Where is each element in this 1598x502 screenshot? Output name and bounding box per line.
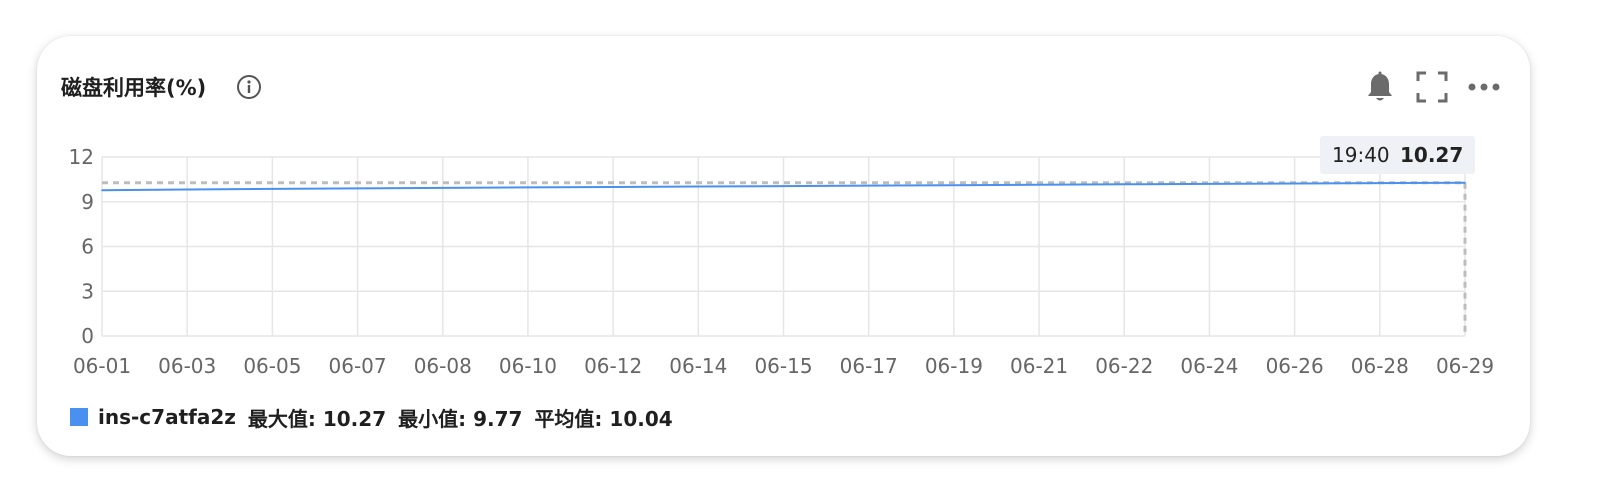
x-tick-label: 06-08 xyxy=(414,354,472,378)
series-point xyxy=(953,184,955,186)
chart-legend[interactable]: ins-c7atfa2z 最大值: 10.27 最小值: 9.77 平均值: 1… xyxy=(70,402,673,432)
x-tick-label: 06-14 xyxy=(669,354,727,378)
y-tick-label: 6 xyxy=(81,235,94,259)
info-icon[interactable] xyxy=(236,74,262,100)
tooltip-value: 10.27 xyxy=(1400,143,1464,167)
series-point xyxy=(186,188,188,191)
x-tick-label: 06-17 xyxy=(840,354,898,378)
series-point xyxy=(1464,182,1466,184)
legend-swatch xyxy=(70,408,88,426)
x-tick-label: 06-28 xyxy=(1351,354,1409,378)
chart-title: 磁盘利用率(%) xyxy=(61,76,207,100)
chart-tooltip: 19:40 10.27 xyxy=(1320,136,1476,174)
legend-series-name: ins-c7atfa2z xyxy=(98,405,236,429)
x-tick-label: 06-03 xyxy=(158,354,216,378)
legend-avg: 平均值: 10.04 xyxy=(534,406,673,431)
series-point xyxy=(441,187,444,189)
x-tick-label: 06-05 xyxy=(243,354,301,378)
x-tick-label: 06-01 xyxy=(73,354,131,378)
series-point xyxy=(1379,182,1381,184)
series-point xyxy=(612,186,614,188)
x-tick-label: 06-24 xyxy=(1180,354,1238,378)
series-point xyxy=(1293,182,1296,185)
line-chart[interactable]: 0 3 6 9 12 06-01 06-03 06-05 06-07 06-08 06-10 06-1… xyxy=(37,36,1530,456)
y-tick-label: 9 xyxy=(81,190,94,214)
metric-card: 磁盘利用率(%) 0 3 6 9 12 06-01 06-03 06-05 06-07 06-08… xyxy=(37,36,1530,456)
legend-max: 最大值: 10.27 xyxy=(247,406,387,431)
y-tick-label: 3 xyxy=(81,279,94,303)
series-point xyxy=(271,188,274,190)
series-point xyxy=(867,184,870,187)
bell-icon[interactable] xyxy=(1363,70,1397,104)
x-tick-label: 06-26 xyxy=(1266,354,1324,378)
tooltip-time: 19:40 xyxy=(1332,143,1390,167)
legend-min: 最小值: 9.77 xyxy=(398,406,523,431)
series-point xyxy=(782,185,785,187)
series-point xyxy=(1123,183,1126,186)
fullscreen-icon[interactable] xyxy=(1415,70,1449,104)
x-tick-label: 06-12 xyxy=(584,354,642,378)
y-tick-label: 12 xyxy=(69,145,94,169)
series-point xyxy=(527,186,529,189)
more-icon[interactable] xyxy=(1465,70,1503,104)
series-point xyxy=(1208,183,1211,185)
x-tick-label: 06-22 xyxy=(1095,354,1153,378)
x-tick-label: 06-15 xyxy=(754,354,812,378)
series-point xyxy=(697,185,700,188)
x-tick-label: 06-10 xyxy=(499,354,557,378)
x-tick-label: 06-21 xyxy=(1010,354,1068,378)
series-point xyxy=(1038,183,1040,186)
series-point xyxy=(356,187,359,190)
y-tick-label: 0 xyxy=(81,324,94,348)
series-point xyxy=(101,189,103,192)
x-tick-label: 06-29 xyxy=(1436,354,1494,378)
x-tick-label: 06-07 xyxy=(329,354,387,378)
x-tick-label: 06-19 xyxy=(925,354,983,378)
